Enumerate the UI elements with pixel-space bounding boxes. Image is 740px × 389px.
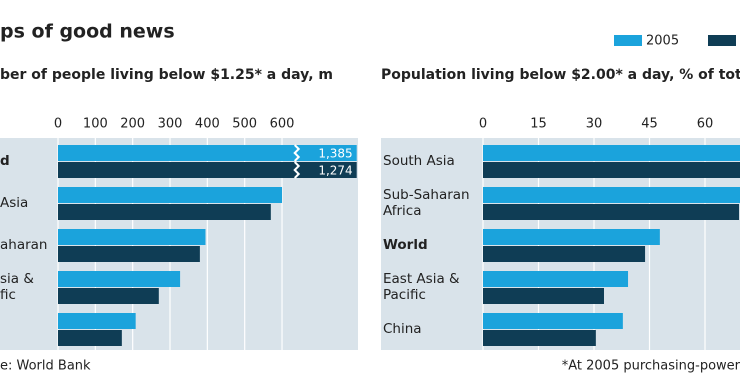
bar — [58, 330, 122, 346]
category-label: d — [0, 153, 10, 169]
source: e: World Bank — [0, 359, 91, 374]
bar — [58, 246, 200, 262]
subtitle: ber of people living below $1.25* a day,… — [0, 67, 333, 83]
x-tick-label: 30 — [586, 117, 603, 132]
bar — [483, 246, 646, 262]
x-tick-label: 100 — [83, 117, 108, 132]
bar — [58, 187, 283, 203]
legend-swatch — [708, 35, 736, 46]
x-tick-label: 60 — [697, 117, 714, 132]
category-label: Sub-Saharan Africa — [383, 187, 470, 219]
bar — [483, 229, 660, 245]
x-tick-label: 400 — [195, 117, 220, 132]
category-label: East Asia & Pacific — [383, 271, 460, 303]
note: *At 2005 purchasing-power — [562, 359, 740, 374]
bar — [58, 145, 357, 161]
bar — [483, 162, 740, 178]
bar — [58, 313, 136, 329]
category-label: South Asia — [383, 153, 455, 169]
legend-label: 2005 — [646, 34, 679, 49]
category-label: Asia — [0, 195, 29, 211]
bar — [483, 288, 604, 304]
x-tick-label: 300 — [158, 117, 183, 132]
bar — [483, 187, 740, 203]
break-mark — [293, 161, 301, 179]
category-label: China — [383, 321, 422, 337]
x-tick-label: 45 — [641, 117, 658, 132]
x-tick-label: 15 — [530, 117, 547, 132]
bar — [483, 271, 629, 287]
bar — [58, 288, 159, 304]
category-label: sia & fic — [0, 271, 34, 303]
bar — [58, 204, 271, 220]
x-tick-label: 200 — [120, 117, 145, 132]
break-mark — [293, 144, 301, 162]
bar — [58, 162, 357, 178]
bar — [58, 271, 181, 287]
bar — [483, 313, 623, 329]
x-tick-label: 0 — [54, 117, 62, 132]
category-label: World — [383, 237, 428, 253]
bar — [483, 145, 740, 161]
legend-swatch — [614, 35, 642, 46]
value-label: 1,274 — [318, 164, 352, 178]
x-tick-label: 0 — [479, 117, 487, 132]
subtitle: Population living below $2.00* a day, % … — [381, 67, 740, 83]
x-tick-label: 500 — [232, 117, 257, 132]
value-label: 1,385 — [318, 147, 352, 161]
chart-title: ps of good news — [0, 21, 175, 43]
bar — [58, 229, 206, 245]
category-label: aharan — [0, 237, 48, 253]
bar — [483, 204, 740, 220]
bar — [483, 330, 596, 346]
x-tick-label: 600 — [270, 117, 295, 132]
